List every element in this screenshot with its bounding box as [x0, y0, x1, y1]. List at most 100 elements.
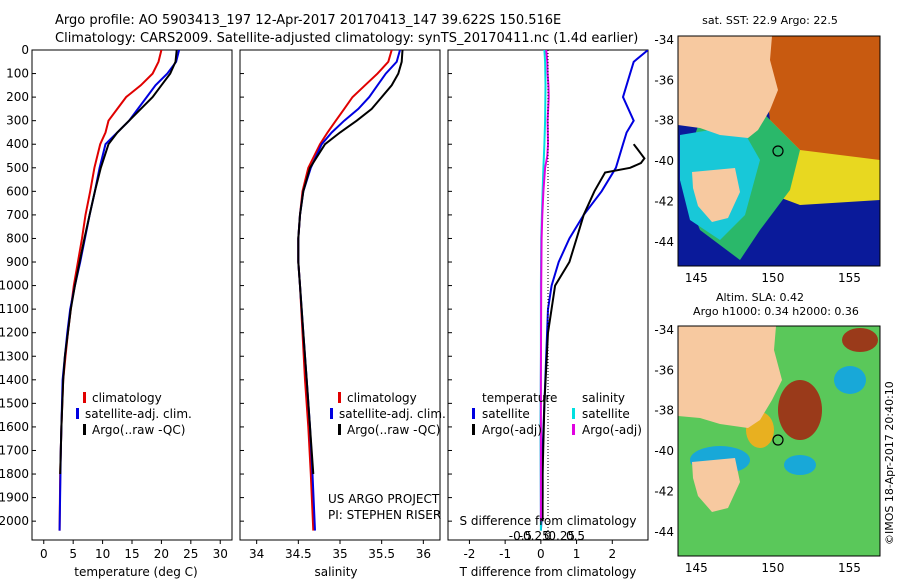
x-tick-label: 0: [537, 547, 545, 561]
sla-anomaly-low: [784, 455, 816, 475]
header-line1: Argo profile: AO 5903413_197 12-Apr-2017…: [55, 13, 561, 28]
legend-label: satellite-adj. clim.: [339, 407, 446, 421]
legend-swatch-argo: [338, 424, 341, 435]
map-x-tick-label: 150: [761, 561, 784, 575]
legend-label: satellite-adj. clim.: [85, 407, 192, 421]
difference-top-axis-label: S difference from climatology: [460, 514, 637, 528]
sst-land-tasmania: [692, 168, 740, 222]
sst-land-mainland: [678, 36, 778, 138]
x-tick-label: 35: [332, 547, 347, 561]
x-tick-label: 5: [69, 547, 77, 561]
sst-map-ticks: 145 150 155 -34 -36 -38 -40 -42 -44: [654, 33, 860, 285]
legend-label: Argo(..raw -QC): [92, 423, 185, 437]
map-y-tick-label: -38: [654, 404, 674, 418]
sla-anomaly-high: [842, 328, 878, 352]
sla-map-frame: [677, 325, 881, 557]
x-tick-label: 10: [95, 547, 110, 561]
sst-argo-marker: [772, 145, 784, 157]
legend-swatch-sal-satellite: [572, 408, 575, 419]
sla-argo-marker: [772, 434, 784, 446]
map-x-tick-label: 155: [838, 271, 861, 285]
legend-label: Argo(-adj): [582, 423, 642, 437]
map-y-tick-label: -42: [654, 194, 674, 208]
map-y-tick-label: -44: [654, 525, 674, 539]
y-tick-label: 600: [6, 184, 29, 198]
header-line2: Climatology: CARS2009. Satellite-adjuste…: [55, 31, 638, 46]
sla-map: [678, 326, 880, 556]
x-tick-label: 35.5: [368, 547, 395, 561]
y-tick-label: 1700: [0, 443, 29, 457]
y-tick-label: 1400: [0, 373, 29, 387]
y-tick-label: 1500: [0, 396, 29, 410]
y-tick-label: 1900: [0, 491, 29, 505]
y-tick-label: 200: [6, 90, 29, 104]
map-x-tick-label: 150: [761, 271, 784, 285]
x-tick-label: 25: [183, 547, 198, 561]
top-tick-label: -0.5: [509, 529, 532, 543]
map-y-tick-label: -40: [654, 154, 674, 168]
map-x-tick-label: 155: [838, 561, 861, 575]
sst-map-title: sat. SST: 22.9 Argo: 22.5: [702, 14, 838, 27]
sst-warm-region: [760, 36, 880, 170]
temperature-xlabel: temperature (deg C): [74, 565, 197, 579]
sla-land-tasmania: [692, 458, 740, 512]
x-tick-label: 36: [416, 547, 431, 561]
x-tick-label: 34.5: [285, 547, 312, 561]
y-tick-label: 0: [21, 43, 29, 57]
sla-land-mainland: [678, 326, 782, 428]
legend-swatch-temp-satellite: [472, 408, 475, 419]
difference-legend: temperature satellite Argo(-adj) salinit…: [472, 391, 642, 437]
x-tick-label: -2: [463, 547, 475, 561]
legend-swatch-climatology: [338, 392, 341, 403]
legend-heading-salinity: salinity: [582, 391, 625, 405]
legend-label: Argo(..raw -QC): [347, 423, 440, 437]
y-tick-label: 700: [6, 208, 29, 222]
salinity-xlabel: salinity: [314, 565, 357, 579]
legend-swatch-temp-argo: [472, 424, 475, 435]
salinity-lines: [297, 50, 404, 531]
y-tick-label: 300: [6, 114, 29, 128]
sla-map-title: Altim. SLA: 0.42: [716, 291, 804, 304]
y-tick-label: 2000: [0, 514, 29, 528]
x-tick-label: -1: [499, 547, 511, 561]
series-line-argo-raw-qc-: [297, 50, 404, 475]
x-tick-label: 30: [213, 547, 228, 561]
legend-label: satellite: [582, 407, 630, 421]
temperature-panel: [31, 49, 233, 541]
temperature-lines: [58, 50, 181, 531]
legend-swatch-sal-argo: [572, 424, 575, 435]
y-tick-label: 1300: [0, 349, 29, 363]
sst-map-frame: [677, 35, 881, 267]
x-tick-label: 34: [249, 547, 264, 561]
map-y-tick-label: -38: [654, 114, 674, 128]
map-y-tick-label: -44: [654, 235, 674, 249]
y-tick-label: 500: [6, 161, 29, 175]
salinity-legend: climatology satellite-adj. clim. Argo(..…: [330, 391, 446, 437]
series-line-climatology: [297, 50, 393, 531]
sla-anomaly-high: [778, 380, 822, 440]
sla-map-ticks: 145 150 155 -34 -36 -38 -40 -42 -44: [654, 323, 860, 575]
legend-heading-temperature: temperature: [482, 391, 557, 405]
legend-label: Argo(-adj): [482, 423, 542, 437]
difference-xlabel: T difference from climatology: [459, 565, 637, 579]
map-y-tick-label: -34: [654, 323, 674, 337]
legend-swatch-argo: [83, 424, 86, 435]
series-line-temperature-argo-adj-: [541, 143, 646, 522]
top-tick-label: 0.5: [566, 529, 585, 543]
temperature-legend: climatology satellite-adj. clim. Argo(..…: [76, 391, 192, 437]
series-line-argo-raw-qc-: [59, 50, 178, 475]
map-y-tick-label: -40: [654, 444, 674, 458]
y-tick-label: 1200: [0, 326, 29, 340]
y-tick-label: 1100: [0, 302, 29, 316]
x-tick-label: 0: [40, 547, 48, 561]
legend-swatch-satellite: [330, 408, 333, 419]
map-y-tick-label: -36: [654, 363, 674, 377]
y-tick-label: 1800: [0, 467, 29, 481]
top-tick-label: -0.25: [519, 529, 550, 543]
salinity-axis-ticks: 34 34.5 35 35.5 36: [240, 49, 431, 561]
temperature-axis-ticks: 0 5 10 15 20 25 300100200300400500600700800900…: [0, 43, 228, 561]
credit-label: ©IMOS 18-Apr-2017 20:40:10: [883, 381, 896, 545]
project-label: US ARGO PROJECT: [328, 492, 440, 506]
